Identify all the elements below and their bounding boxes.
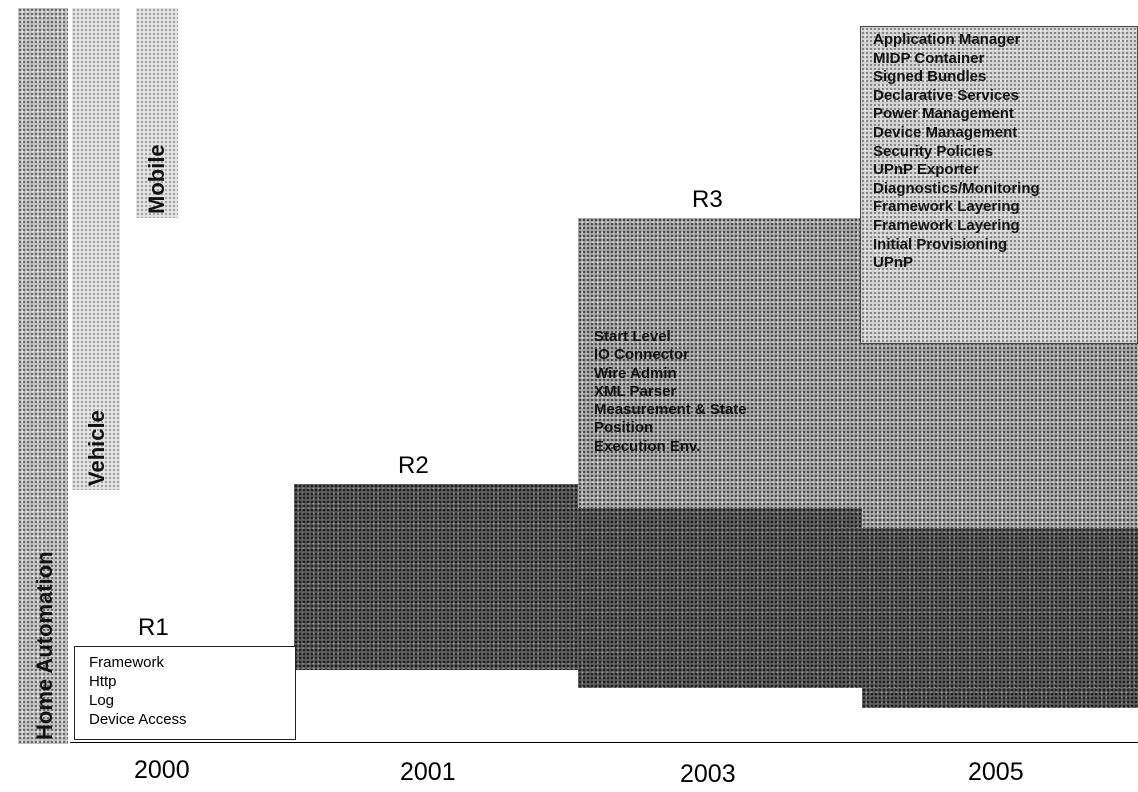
list-item: Framework Layering xyxy=(873,216,1020,234)
year-label-2001: 2001 xyxy=(400,758,456,786)
list-item: MIDP Container xyxy=(873,49,985,67)
r3-lower-block xyxy=(578,508,862,688)
year-label-2003: 2003 xyxy=(680,760,736,788)
list-item: Declarative Services xyxy=(873,86,1019,104)
list-item: Start Level xyxy=(594,328,671,345)
list-item: XML Parser xyxy=(594,382,677,400)
list-item: Position xyxy=(594,419,654,437)
list-item: UPnP xyxy=(873,254,914,272)
vehicle-label: Vehicle xyxy=(84,410,109,486)
list-item: Device Access xyxy=(89,711,187,728)
list-item: Signed Bundles xyxy=(873,68,987,86)
r2-label: R2 xyxy=(398,452,429,479)
r4-feature-box: Application Manager MIDP Container Signe… xyxy=(860,26,1138,344)
list-item: Power Management xyxy=(873,105,1014,123)
list-item: Security Policies xyxy=(873,142,994,160)
list-item: Execution Env. xyxy=(594,437,701,455)
list-item: Wire Admin xyxy=(594,364,677,382)
mobile-label: Mobile xyxy=(144,144,169,214)
list-item: Framework xyxy=(89,654,165,671)
r1-block: Framework Http Log Device Access xyxy=(74,646,296,740)
list-item: Initial Provisioning xyxy=(873,235,1008,253)
list-item: Framework Layering xyxy=(873,198,1020,216)
home-automation-bar: Home Automation xyxy=(18,8,68,744)
r1-feature-list: Framework Http Log Device Access xyxy=(89,653,187,729)
list-item: Http xyxy=(89,673,117,690)
list-item: Measurement & State xyxy=(594,401,747,419)
r3-lower-block-right xyxy=(830,528,1138,688)
year-label-2000: 2000 xyxy=(134,756,190,784)
list-item: IO Connector xyxy=(594,346,690,364)
list-item: Device Management xyxy=(873,123,1018,141)
r1-label: R1 xyxy=(138,614,169,641)
r2-block xyxy=(294,484,578,670)
r3-label: R3 xyxy=(692,186,723,213)
year-axis-line xyxy=(70,742,1138,743)
home-automation-label: Home Automation xyxy=(32,551,57,740)
r3-feature-list: Start Level IO Connector Wire Admin XML … xyxy=(594,328,747,456)
year-label-2005: 2005 xyxy=(968,758,1024,786)
list-item: Log xyxy=(89,692,115,709)
mobile-bar: Mobile xyxy=(136,8,178,218)
list-item: Application Manager xyxy=(873,31,1021,48)
r4-feature-list: Application Manager MIDP Container Signe… xyxy=(873,31,1040,273)
vehicle-bar: Vehicle xyxy=(72,8,120,490)
list-item: UPnP Exporter xyxy=(873,161,979,179)
list-item: Diagnostics/Monitoring xyxy=(873,179,1040,197)
